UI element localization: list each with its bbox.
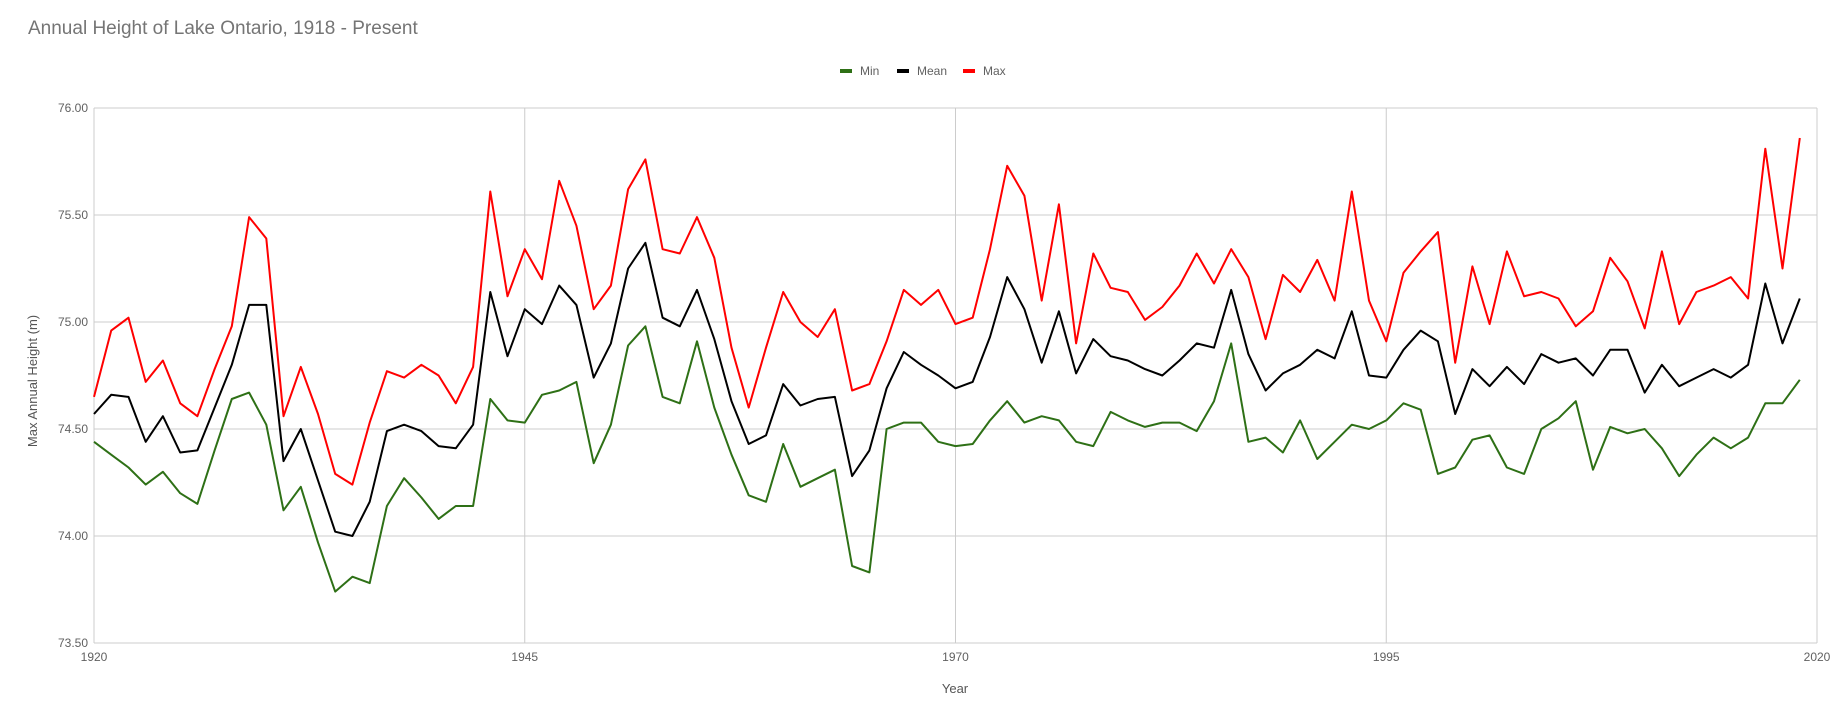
x-tick-label: 1970 xyxy=(942,650,969,664)
y-tick-label: 74.50 xyxy=(58,422,88,436)
y-axis-ticks: 73.50 74.00 74.50 75.00 75.50 76.00 xyxy=(58,101,88,650)
y-axis-title: Max Annual Height (m) xyxy=(25,315,40,447)
x-axis-title: Year xyxy=(942,681,969,696)
series-line-min xyxy=(93,325,1801,593)
series-lines xyxy=(93,137,1801,593)
legend-label-max: Max xyxy=(983,64,1006,78)
x-tick-label: 2020 xyxy=(1804,650,1831,664)
y-tick-label: 73.50 xyxy=(58,636,88,650)
x-tick-label: 1995 xyxy=(1373,650,1400,664)
x-axis-ticks: 1920 1945 1970 1995 2020 xyxy=(81,650,1831,664)
series-line-max xyxy=(93,137,1801,486)
grid-lines xyxy=(93,107,1818,644)
x-tick-label: 1920 xyxy=(81,650,108,664)
series-line-mean xyxy=(93,241,1801,537)
y-tick-label: 74.00 xyxy=(58,529,88,543)
chart-title: Annual Height of Lake Ontario, 1918 - Pr… xyxy=(28,18,418,39)
y-tick-label: 75.00 xyxy=(58,315,88,329)
legend-label-min: Min xyxy=(860,64,879,78)
legend: Min Mean Max xyxy=(840,64,1006,78)
y-tick-label: 76.00 xyxy=(58,101,88,115)
legend-label-mean: Mean xyxy=(917,64,947,78)
x-tick-label: 1945 xyxy=(511,650,538,664)
y-tick-label: 75.50 xyxy=(58,208,88,222)
